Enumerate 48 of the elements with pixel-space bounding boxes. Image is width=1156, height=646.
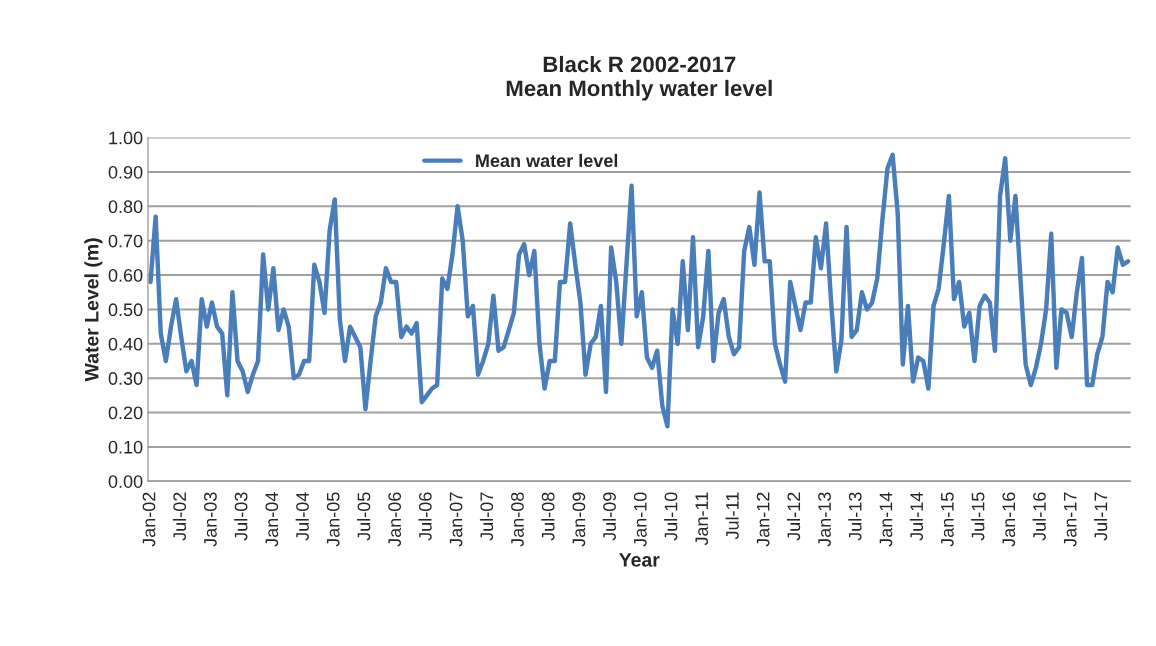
x-tick-label: Jan-04 [265,492,279,547]
chart-title: Black R 2002-2017 Mean Monthly water level [506,55,772,101]
y-tick-label: 0.70 [108,234,143,248]
legend-label: Mean water level [476,153,618,168]
y-tick-label: 0.90 [108,165,143,179]
x-tick-label: Jan-08 [511,492,524,547]
x-tick-label: Jul-15 [971,492,985,541]
x-tick-label: Jul-10 [664,492,678,541]
y-tick-label: 0.30 [108,372,143,385]
x-tick-label: Jan-05 [326,492,340,547]
x-tick-label: Jan-03 [204,492,217,547]
y-tick-label: 0.80 [108,200,143,214]
x-tick-label: Jul-04 [295,492,309,541]
x-tick-label: Jul-09 [602,492,616,541]
x-tick-label: Jul-06 [418,492,432,541]
x-tick-label: Jan-12 [756,492,770,547]
x-tick-label: Jan-06 [388,492,402,547]
x-axis-title: Year [619,553,660,567]
x-tick-label: Jan-07 [449,492,463,547]
line-series [148,152,1131,429]
x-tick-label: Jan-02 [142,492,156,547]
x-tick-label: Jan-15 [941,492,954,547]
y-tick-label: 0.60 [108,269,143,282]
x-tick-label: Jan-17 [1063,492,1077,547]
x-tick-label: Jul-14 [909,492,924,541]
x-tick-label: Jul-16 [1032,492,1046,541]
y-tick-label: 0.50 [108,303,143,317]
x-tick-label: Jul-17 [1094,492,1108,541]
y-tick-label: 0.00 [108,475,143,488]
x-tick-label: Jan-13 [818,492,831,547]
x-tick-label: Jul-03 [234,492,248,541]
x-tick-label: Jan-09 [572,492,586,547]
x-tick-label: Jul-02 [172,492,187,541]
x-tick-label: Jul-05 [357,492,371,541]
y-axis-title: Water Level (m) [84,238,103,382]
x-tick-label: Jul-12 [786,492,801,541]
x-tick-label: Jan-14 [879,492,893,547]
y-tick-label: 0.10 [108,440,143,454]
x-tick-label: Jan-10 [633,492,647,547]
y-tick-label: 1.00 [109,131,143,145]
x-tick-label: Jan-16 [1002,492,1016,547]
x-tick-label: Jul-07 [479,492,494,541]
y-tick-label: 0.40 [108,337,143,351]
x-tick-label: Jul-08 [541,492,555,541]
x-tick-label: Jul-13 [848,492,862,541]
x-tick-label: Jul-11 [725,492,739,540]
y-tick-label: 0.20 [108,406,143,420]
x-tick-label: Jan-11 [695,492,709,546]
